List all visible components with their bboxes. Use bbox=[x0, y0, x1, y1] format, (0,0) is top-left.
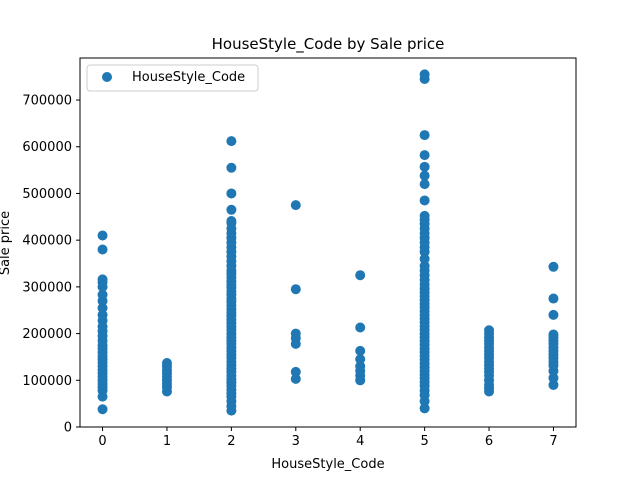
y-axis: 0 100000 200000 300000 400000 500000 600000 700… bbox=[22, 94, 80, 436]
x-tick-label: 7 bbox=[549, 434, 557, 449]
data-point bbox=[355, 270, 366, 281]
x-tick-label: 1 bbox=[163, 434, 171, 449]
x-tick-label: 4 bbox=[356, 434, 364, 449]
legend-marker bbox=[102, 72, 112, 82]
data-point bbox=[290, 200, 301, 211]
y-tick-label: 600000 bbox=[22, 140, 72, 155]
data-point bbox=[97, 404, 108, 415]
y-tick-label: 0 bbox=[64, 421, 72, 436]
data-point bbox=[97, 244, 108, 255]
data-point bbox=[226, 216, 237, 227]
data-point bbox=[548, 261, 559, 272]
data-point bbox=[419, 403, 430, 414]
legend-box bbox=[86, 64, 259, 92]
y-tick-label: 500000 bbox=[22, 187, 72, 202]
data-point bbox=[290, 328, 301, 339]
x-tick-label: 3 bbox=[292, 434, 300, 449]
data-point bbox=[419, 210, 430, 221]
scatter-points bbox=[97, 69, 559, 416]
data-point bbox=[290, 373, 301, 384]
legend: HouseStyle_Code bbox=[86, 64, 259, 92]
data-point bbox=[419, 170, 430, 181]
y-tick-label: 400000 bbox=[22, 234, 72, 249]
data-point bbox=[97, 230, 108, 241]
data-point bbox=[419, 195, 430, 206]
data-point bbox=[484, 325, 495, 336]
x-axis-label: HouseStyle_Code bbox=[271, 457, 384, 472]
data-point bbox=[419, 150, 430, 161]
data-point bbox=[226, 136, 237, 147]
data-point bbox=[548, 329, 559, 340]
data-point bbox=[355, 354, 366, 365]
chart-title: HouseStyle_Code by Sale price bbox=[212, 35, 445, 54]
data-point bbox=[419, 69, 430, 80]
data-point bbox=[355, 345, 366, 356]
data-point bbox=[419, 161, 430, 172]
data-point bbox=[226, 188, 237, 199]
data-point bbox=[419, 179, 430, 190]
x-tick-label: 6 bbox=[485, 434, 493, 449]
x-tick-label: 0 bbox=[98, 434, 106, 449]
x-tick-label: 5 bbox=[420, 434, 428, 449]
plot-area-frame bbox=[79, 57, 577, 428]
data-point bbox=[548, 309, 559, 320]
data-point bbox=[419, 260, 430, 271]
data-point bbox=[548, 372, 559, 383]
data-point bbox=[161, 358, 172, 369]
y-tick-label: 700000 bbox=[22, 94, 72, 109]
data-point bbox=[419, 130, 430, 141]
data-point bbox=[226, 162, 237, 173]
x-axis: 0 1 2 3 4 5 6 7 bbox=[98, 427, 558, 449]
data-point bbox=[548, 379, 559, 390]
data-point bbox=[290, 366, 301, 377]
y-axis-label: Sale price bbox=[0, 211, 13, 275]
data-point bbox=[355, 322, 366, 333]
y-tick-label: 100000 bbox=[22, 374, 72, 389]
data-point bbox=[97, 274, 108, 285]
data-point bbox=[97, 289, 108, 300]
data-point bbox=[290, 284, 301, 295]
legend-entry-label: HouseStyle_Code bbox=[132, 70, 245, 85]
data-point bbox=[355, 361, 366, 372]
x-tick-label: 2 bbox=[227, 434, 235, 449]
y-tick-label: 300000 bbox=[22, 280, 72, 295]
data-point bbox=[97, 302, 108, 313]
data-point bbox=[226, 204, 237, 215]
data-point bbox=[419, 253, 430, 264]
data-point bbox=[97, 309, 108, 320]
data-point bbox=[548, 293, 559, 304]
y-tick-label: 200000 bbox=[22, 327, 72, 342]
